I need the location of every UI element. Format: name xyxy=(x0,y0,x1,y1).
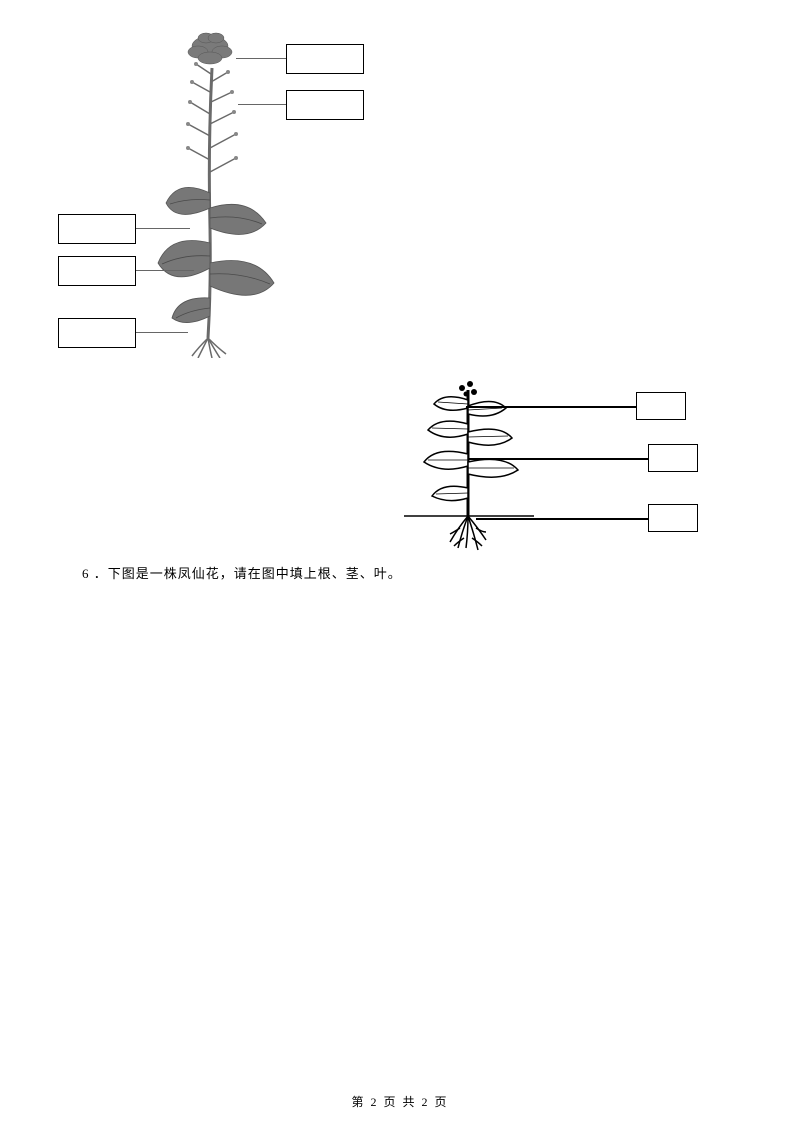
page-indicator: 第 2 页 共 2 页 xyxy=(351,1095,448,1109)
bottom-plant-diagram xyxy=(404,372,704,552)
leader-line xyxy=(468,458,648,460)
leader-line xyxy=(236,58,286,59)
label-box-flower[interactable] xyxy=(286,44,364,74)
label-box-stem-2[interactable] xyxy=(648,444,698,472)
page: 6 ．下图是一株凤仙花，请在图中填上根、茎、叶。 第 2 页 共 2 页 xyxy=(0,0,800,1132)
question-text: 6 ．下图是一株凤仙花，请在图中填上根、茎、叶。 xyxy=(82,563,402,582)
leader-line xyxy=(136,332,188,333)
leader-line xyxy=(136,228,190,229)
rapeseed-plant-illustration xyxy=(148,28,278,358)
leader-line xyxy=(136,270,194,271)
leader-line xyxy=(466,406,636,408)
label-box-stem[interactable] xyxy=(58,256,136,286)
leader-line xyxy=(238,104,286,105)
leader-line xyxy=(476,518,648,520)
question-body: ．下图是一株凤仙花，请在图中填上根、茎、叶。 xyxy=(94,566,402,581)
page-footer: 第 2 页 共 2 页 xyxy=(0,1093,800,1110)
top-plant-diagram xyxy=(58,28,348,358)
label-box-leaf[interactable] xyxy=(58,214,136,244)
question-number: 6 xyxy=(82,566,90,581)
label-box-root[interactable] xyxy=(58,318,136,348)
label-box-root-2[interactable] xyxy=(648,504,698,532)
label-box-leaf-2[interactable] xyxy=(636,392,686,420)
label-box-fruit[interactable] xyxy=(286,90,364,120)
